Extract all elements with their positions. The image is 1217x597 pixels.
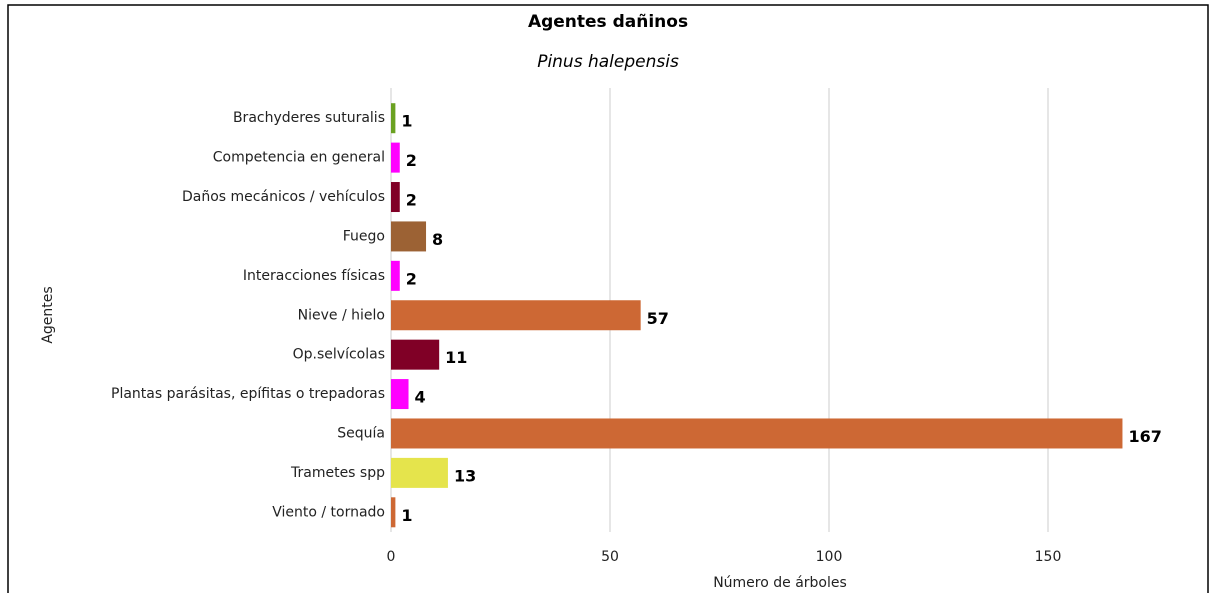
data-label: 1	[401, 112, 412, 131]
y-tick-label: Trametes spp	[290, 465, 385, 481]
x-tick-label: 150	[1035, 549, 1062, 565]
x-axis-label: Número de árboles	[713, 575, 847, 591]
x-tick-label: 0	[387, 549, 396, 565]
y-tick-label: Fuego	[343, 228, 385, 244]
y-tick-label: Competencia en general	[213, 150, 385, 166]
data-label: 167	[1128, 427, 1161, 446]
bar	[391, 300, 641, 331]
bar	[391, 260, 400, 291]
x-tick-label: 100	[816, 549, 843, 565]
data-label: 13	[454, 466, 476, 485]
bar	[391, 103, 396, 134]
data-label: 2	[406, 151, 417, 170]
data-label: 8	[432, 230, 443, 249]
bar	[391, 182, 400, 213]
bar	[391, 339, 440, 370]
data-label: 4	[415, 388, 426, 407]
data-label: 11	[445, 348, 467, 367]
data-label: 57	[647, 309, 669, 328]
frame	[7, 4, 1209, 593]
bar	[391, 418, 1123, 449]
y-tick-label: Interacciones físicas	[243, 268, 385, 284]
bar	[391, 379, 409, 410]
bar	[391, 497, 396, 528]
y-tick-label: Plantas parásitas, epífitas o trepadoras	[111, 386, 385, 402]
y-tick-label: Sequía	[337, 425, 385, 441]
y-tick-label: Viento / tornado	[272, 504, 385, 520]
y-tick-label: Nieve / hielo	[298, 307, 385, 323]
chart-title: Agentes dañinos	[528, 12, 688, 32]
bar	[391, 457, 448, 488]
data-label: 2	[406, 191, 417, 210]
chart-subtitle: Pinus halepensis	[537, 52, 679, 72]
data-label: 1	[401, 506, 412, 525]
bar	[391, 221, 427, 252]
data-label: 2	[406, 269, 417, 288]
y-axis-label: Agentes	[40, 286, 56, 343]
y-tick-label: Brachyderes suturalis	[233, 110, 385, 126]
y-tick-label: Daños mecánicos / vehículos	[182, 189, 385, 205]
x-tick-label: 50	[601, 549, 619, 565]
y-tick-label: Op.selvícolas	[293, 347, 385, 363]
bar	[391, 142, 400, 173]
